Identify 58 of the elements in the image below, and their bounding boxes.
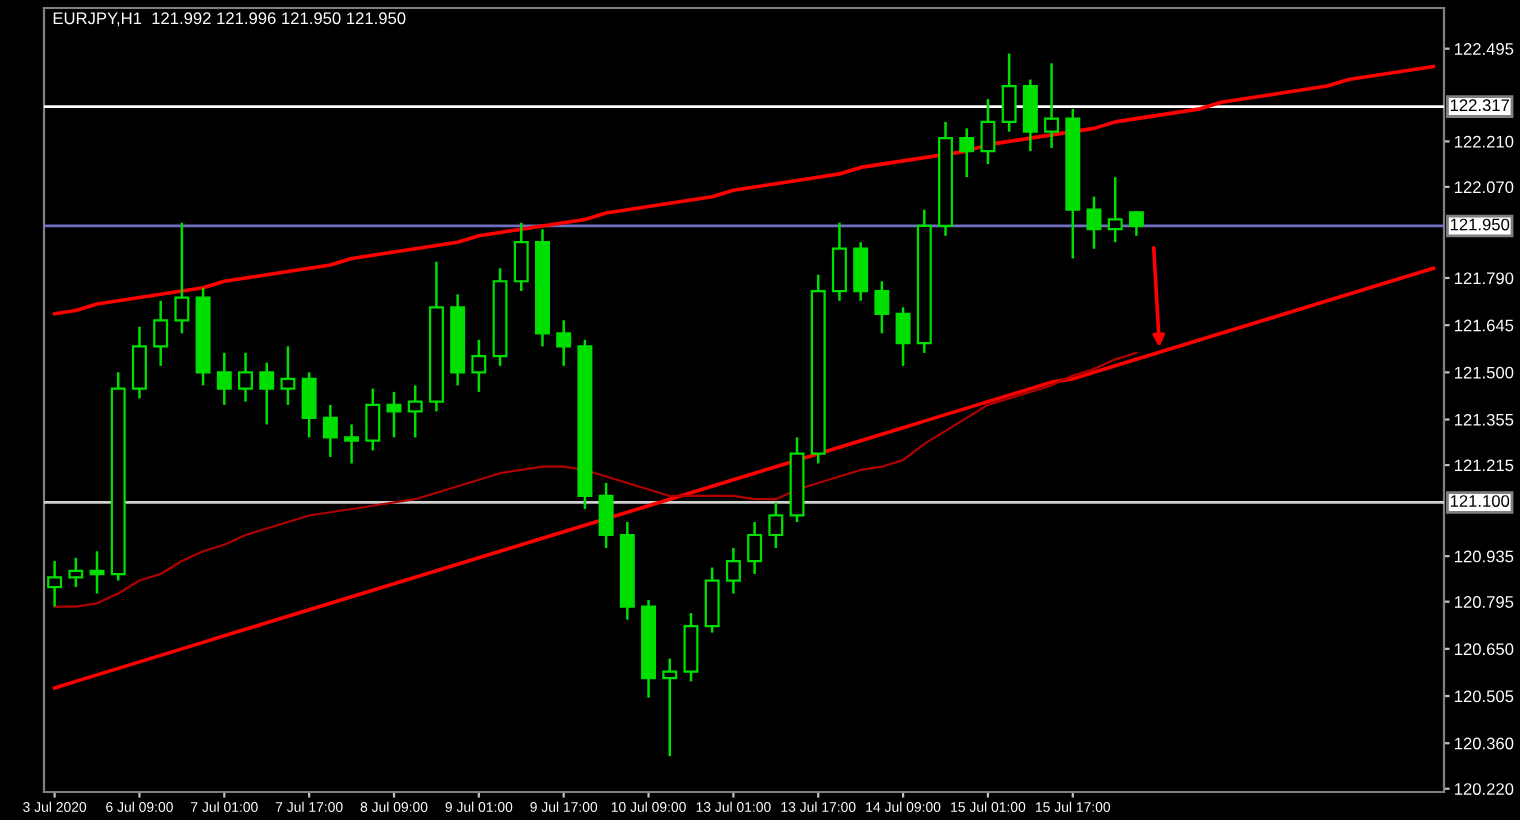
candlestick bbox=[1001, 52, 1017, 133]
candlestick bbox=[1044, 62, 1060, 150]
candlestick bbox=[1107, 175, 1123, 244]
y-tick-label: 120.505 bbox=[1454, 690, 1514, 703]
candlestick bbox=[704, 566, 720, 634]
ref-line-label: 121.100 bbox=[1450, 495, 1510, 507]
candlestick bbox=[874, 280, 890, 335]
candlestick bbox=[598, 481, 614, 550]
candlestick bbox=[68, 556, 84, 589]
y-tick-label: 120.795 bbox=[1454, 596, 1514, 608]
candlestick bbox=[1022, 78, 1038, 153]
chart-title: EURJPY,H1 121.992 121.996 121.950 121.950 bbox=[53, 12, 406, 27]
y-tick-label: 122.495 bbox=[1454, 43, 1514, 55]
candlestick bbox=[259, 361, 275, 426]
candlestick bbox=[1086, 195, 1102, 250]
candlestick bbox=[768, 501, 784, 550]
line-series bbox=[52, 266, 1436, 690]
candlestick bbox=[683, 611, 699, 683]
candlestick bbox=[1128, 209, 1144, 237]
candlestick bbox=[238, 351, 253, 403]
y-tick-label: 121.215 bbox=[1454, 459, 1514, 472]
y-tick-label: 120.360 bbox=[1454, 737, 1514, 750]
candlestick bbox=[471, 338, 487, 394]
candlestick bbox=[174, 221, 190, 335]
candlestick bbox=[322, 403, 338, 459]
candlestick bbox=[831, 221, 847, 303]
candlestick bbox=[153, 299, 169, 368]
y-tick-label: 121.645 bbox=[1454, 319, 1514, 332]
y-tick-label: 120.650 bbox=[1454, 643, 1514, 656]
candlestick bbox=[959, 127, 975, 179]
candlestick bbox=[301, 371, 317, 439]
y-tick-label: 120.220 bbox=[1454, 783, 1514, 795]
candlestick bbox=[747, 520, 763, 576]
y-tick-label: 122.070 bbox=[1454, 181, 1514, 194]
line-series bbox=[53, 351, 1138, 608]
candlestick bbox=[89, 550, 105, 595]
candlestick bbox=[47, 559, 63, 608]
candlestick bbox=[980, 97, 996, 166]
y-tick-label: 122.210 bbox=[1454, 135, 1514, 148]
candlestick bbox=[344, 423, 360, 465]
candlestick bbox=[407, 384, 423, 439]
candlestick bbox=[280, 345, 296, 407]
candlestick bbox=[556, 319, 572, 368]
candlestick bbox=[131, 325, 147, 400]
y-tick-label: 121.790 bbox=[1454, 272, 1514, 285]
line-series bbox=[52, 64, 1436, 316]
candlestick bbox=[853, 240, 869, 303]
candlestick bbox=[895, 306, 911, 368]
candlestick bbox=[216, 351, 232, 407]
candlestick bbox=[662, 657, 678, 758]
y-tick-label: 120.935 bbox=[1454, 550, 1514, 563]
y-tick-label: 121.500 bbox=[1454, 366, 1514, 379]
y-tick-label: 121.355 bbox=[1454, 413, 1514, 426]
ref-line-label: 121.950 bbox=[1450, 218, 1510, 231]
ref-line-label: 122.317 bbox=[1450, 99, 1510, 112]
candlestick bbox=[725, 546, 741, 595]
candlestick bbox=[513, 221, 529, 293]
candlestick bbox=[365, 387, 381, 452]
